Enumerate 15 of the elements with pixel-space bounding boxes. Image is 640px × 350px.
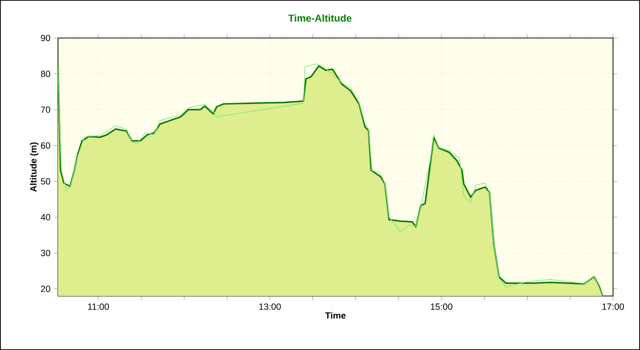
y-tick-label: 50 (40, 178, 50, 185)
x-tick-label: 13:00 (259, 303, 281, 310)
y-tick-label: 40 (40, 214, 50, 220)
x-axis-title: Time (325, 312, 346, 319)
x-tick-label: 11:00 (88, 303, 109, 310)
y-axis-title: Altitude (m) (30, 142, 38, 192)
x-tick-label: 17:00 (602, 303, 624, 310)
y-tick-label: 80 (40, 70, 50, 78)
chart-title: Time-Altitude (288, 14, 352, 22)
y-tick-label: 30 (40, 250, 50, 256)
y-tick-label: 60 (40, 142, 50, 149)
y-tick-label: 20 (40, 286, 50, 292)
x-tick-label: 15:00 (430, 303, 452, 310)
y-tick-label: 70 (41, 106, 50, 113)
y-tick-label: 90 (40, 34, 50, 42)
